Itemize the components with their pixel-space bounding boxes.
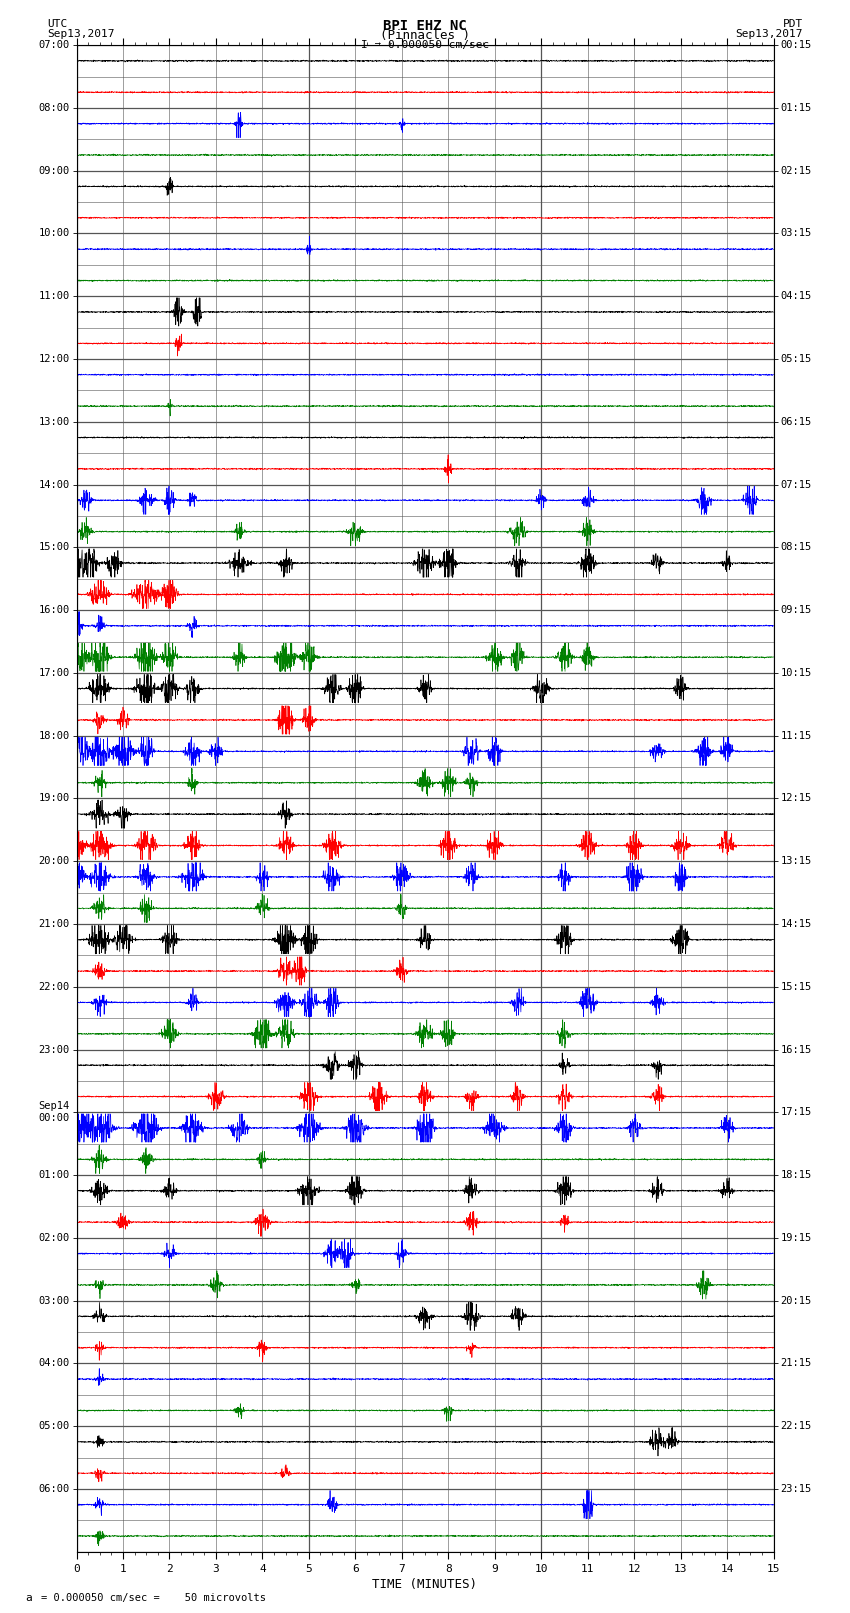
Text: UTC: UTC (47, 19, 67, 29)
Text: BPI EHZ NC: BPI EHZ NC (383, 19, 467, 34)
Text: Sep13,2017: Sep13,2017 (47, 29, 114, 39)
X-axis label: TIME (MINUTES): TIME (MINUTES) (372, 1578, 478, 1590)
Text: = 0.000050 cm/sec =    50 microvolts: = 0.000050 cm/sec = 50 microvolts (41, 1594, 266, 1603)
Text: I = 0.000050 cm/sec: I = 0.000050 cm/sec (361, 39, 489, 50)
Text: (Pinnacles ): (Pinnacles ) (380, 29, 470, 42)
Text: a: a (26, 1594, 32, 1603)
Text: PDT: PDT (783, 19, 803, 29)
Text: Sep13,2017: Sep13,2017 (736, 29, 803, 39)
